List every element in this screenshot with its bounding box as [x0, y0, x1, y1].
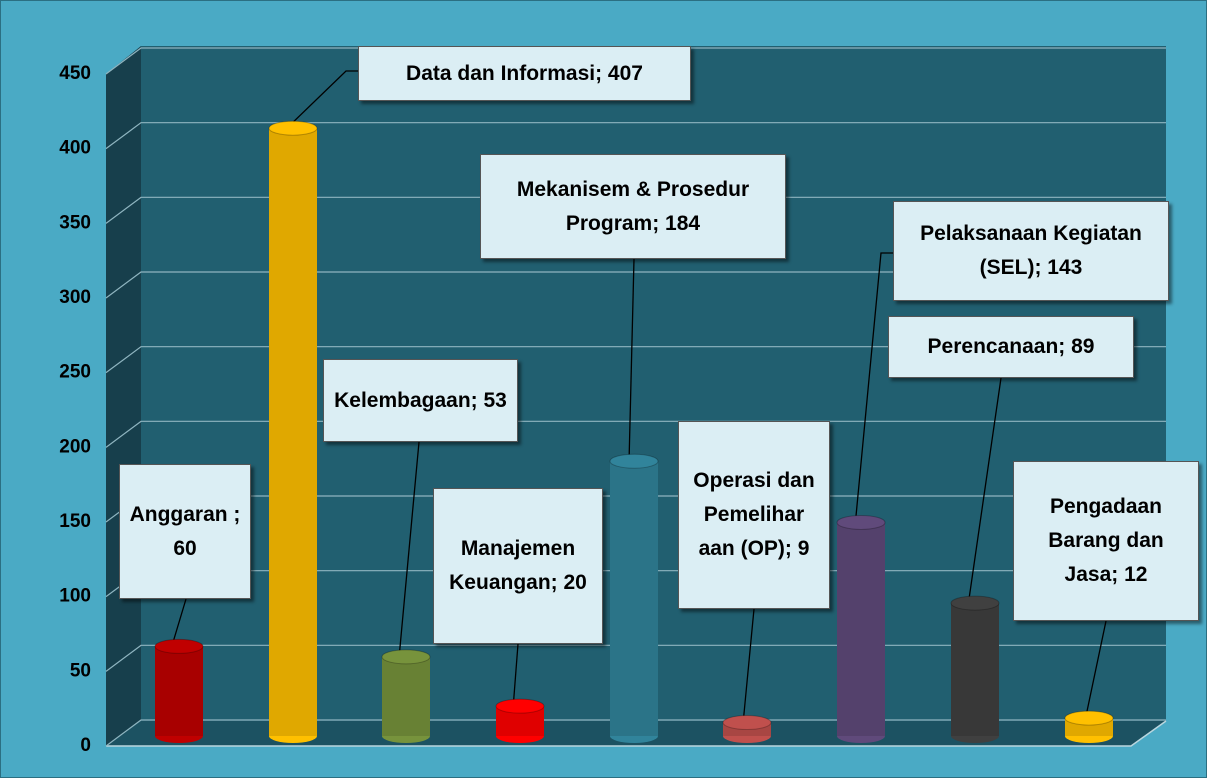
floor-edge: [106, 720, 1167, 747]
bar: [381, 649, 431, 743]
data-label: Pengadaan Barang dan Jasa; 12: [1013, 461, 1199, 621]
bar: [836, 514, 886, 743]
data-label: Mekanisem & Prosedur Program; 184: [480, 154, 786, 259]
bar: [268, 120, 318, 743]
y-tick-label: 450: [59, 63, 91, 84]
data-label: Manajemen Keuangan; 20: [433, 488, 603, 644]
data-label: Data dan Informasi; 407: [358, 46, 691, 101]
y-tick-label: 50: [70, 660, 91, 681]
bar-top: [268, 120, 318, 136]
bar-top: [154, 638, 204, 654]
bar-shade: [610, 461, 658, 736]
bar-body: [610, 461, 658, 736]
y-tick-label: 150: [59, 511, 91, 532]
bar-body: [269, 128, 317, 737]
bar-body: [837, 522, 885, 736]
y-tick-label: 200: [59, 436, 91, 457]
bar-shade: [382, 656, 430, 736]
bar-top: [1064, 710, 1114, 726]
bar: [722, 715, 772, 743]
bar: [1064, 710, 1114, 743]
grid-line: [105, 271, 1166, 299]
bar: [154, 638, 204, 743]
grid-line: [105, 196, 1166, 224]
bar: [495, 698, 545, 743]
data-label: Pelaksanaan Kegiatan (SEL); 143: [893, 201, 1169, 301]
grid-line: [105, 346, 1166, 374]
y-tick-label: 100: [59, 586, 91, 607]
bar-shade: [155, 646, 203, 736]
y-tick-label: 0: [80, 735, 91, 756]
y-tick-label: 300: [59, 287, 91, 308]
bar-top: [836, 514, 886, 530]
bar-shade: [269, 128, 317, 737]
bar: [950, 595, 1000, 743]
bar-top: [495, 698, 545, 714]
data-label: Perencanaan; 89: [888, 316, 1134, 378]
y-tick-label: 250: [59, 362, 91, 383]
grid-line: [105, 47, 1166, 75]
side-wall: [106, 46, 141, 746]
bar-top: [381, 649, 431, 665]
y-tick-label: 350: [59, 212, 91, 233]
grid-line: [105, 122, 1166, 150]
bar: [609, 453, 659, 743]
bar-top: [722, 715, 772, 731]
data-label: Anggaran ; 60: [119, 464, 251, 599]
data-label: Operasi dan Pemelihar aan (OP); 9: [678, 421, 830, 609]
grid-line: [105, 719, 1166, 747]
bar-shade: [951, 603, 999, 736]
grid-line: [105, 644, 1166, 672]
data-label: Kelembagaan; 53: [323, 359, 518, 442]
bar-top: [609, 453, 659, 469]
y-tick-label: 400: [59, 138, 91, 159]
bar-top: [950, 595, 1000, 611]
bar-body: [951, 603, 999, 736]
bar-body: [382, 656, 430, 736]
bar-shade: [837, 522, 885, 736]
leader-lines: [170, 70, 1107, 725]
bar-body: [155, 646, 203, 736]
